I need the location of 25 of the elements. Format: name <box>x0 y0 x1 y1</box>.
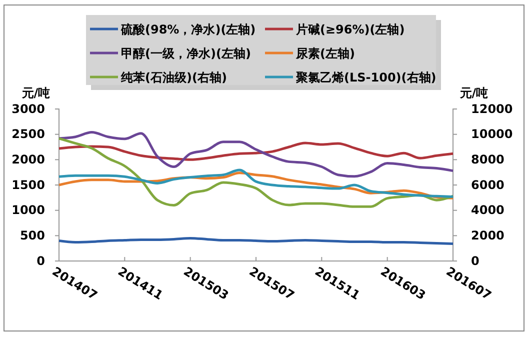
y2-tick-label: 0 <box>471 254 480 268</box>
legend-label: 片碱(≥96%)(左轴) <box>295 22 405 36</box>
legend-label: 尿素(左轴) <box>295 46 355 60</box>
y-tick-label: 1000 <box>12 203 45 218</box>
y-tick-label: 500 <box>20 228 45 243</box>
legend-label: 聚氯乙烯(LS-100)(右轴) <box>295 70 436 84</box>
y2-tick-label: 10000 <box>471 127 513 142</box>
y2-axis-title: 元/吨 <box>458 86 488 100</box>
y-tick-label: 0 <box>36 254 45 268</box>
y-axis-title: 元/吨 <box>20 86 50 100</box>
y2-tick-label: 2000 <box>471 228 504 243</box>
legend-label: 甲醇(一级，净水)(左轴) <box>121 46 251 60</box>
line-series <box>58 131 454 178</box>
y2-tick-label: 12000 <box>471 102 513 116</box>
y-tick-label: 2000 <box>12 152 45 167</box>
y2-tick-label: 6000 <box>471 178 504 192</box>
y2-tick-label: 4000 <box>471 203 504 218</box>
line-series <box>58 142 454 161</box>
y-tick-label: 2500 <box>12 127 45 142</box>
legend-label: 硫酸(98%，净水)(左轴) <box>120 22 256 36</box>
y2-tick-label: 8000 <box>471 152 504 167</box>
line-series <box>58 137 454 208</box>
y-tick-label: 1500 <box>12 178 45 192</box>
legend-label: 纯苯(石油级)(右轴) <box>120 70 227 84</box>
y-tick-label: 3000 <box>12 102 45 116</box>
